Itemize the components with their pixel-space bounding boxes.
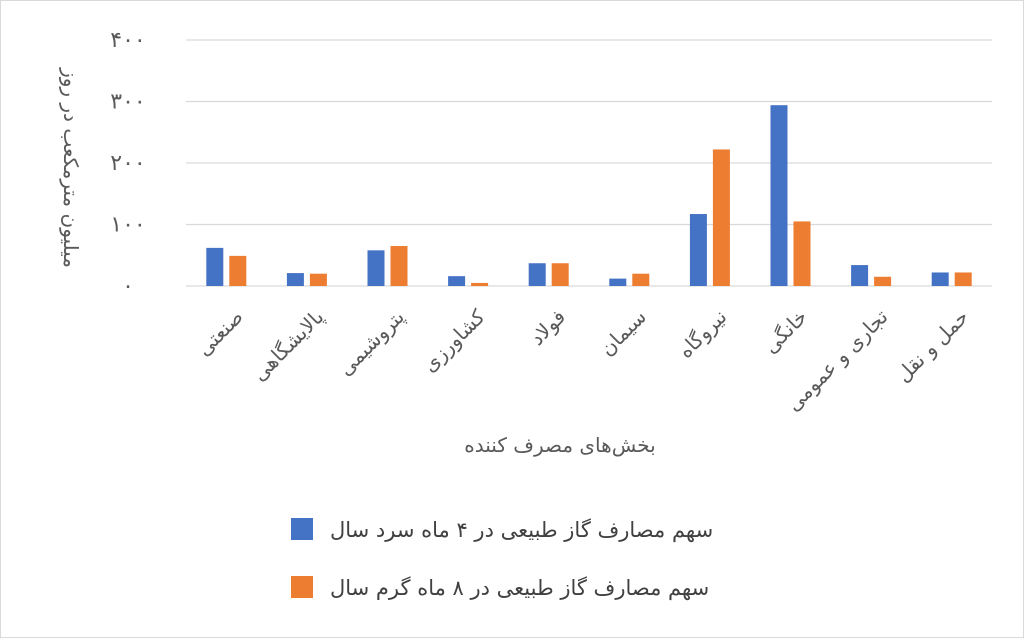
bar-warm-6	[712, 149, 730, 286]
bar-cold-0	[206, 247, 224, 286]
x-category-label: کشاورزی	[417, 304, 490, 377]
y-tick-label: ۱۰۰	[110, 213, 145, 238]
bar-warm-4	[551, 263, 569, 286]
x-category-label: خانگی	[758, 305, 812, 359]
gridlines	[186, 39, 992, 287]
bars	[206, 105, 972, 286]
y-tick-label: ۳۰۰	[110, 90, 145, 115]
x-category-label: صنعتی	[192, 305, 248, 361]
bar-warm-2	[390, 246, 408, 286]
x-category-label: سیمان	[595, 305, 651, 361]
bar-warm-8	[874, 276, 892, 286]
x-category-label: فولاد	[525, 305, 570, 350]
x-axis-categories: صنعتی پالایشگاهی پتروشیمی کشاورزی فولاد سیمان…	[192, 304, 974, 416]
bar-cold-6	[689, 214, 707, 286]
legend-label-0: سهم مصارف گاز طبیعی در ۴ ماه سرد سال	[330, 518, 713, 543]
bar-warm-0	[229, 255, 247, 286]
bar-cold-2	[367, 250, 385, 286]
legend-swatch-1	[291, 576, 313, 598]
x-category-label: نیروگاه	[673, 305, 731, 363]
y-tick-label: ۰	[122, 274, 134, 299]
bar-warm-5	[632, 273, 650, 286]
bar-warm-3	[471, 282, 489, 286]
x-category-label: پالایشگاهی	[247, 305, 329, 387]
bar-cold-5	[609, 278, 627, 286]
bar-warm-1	[309, 273, 327, 286]
bar-cold-1	[286, 273, 304, 286]
bar-warm-7	[793, 221, 811, 286]
bar-cold-8	[851, 265, 869, 286]
legend-label-1: سهم مصارف گاز طبیعی در ۸ ماه گرم سال	[330, 576, 709, 601]
legend: سهم مصارف گاز طبیعی در ۴ ماه سرد سال سهم …	[291, 518, 713, 601]
bar-cold-7	[770, 105, 788, 286]
y-tick-label: ۴۰۰	[110, 28, 145, 53]
bar-warm-9	[954, 272, 972, 286]
bar-cold-3	[448, 276, 466, 286]
y-axis-title: میلیون مترمکعب در روز	[59, 67, 83, 268]
bar-cold-9	[931, 272, 949, 286]
bar-cold-4	[528, 263, 546, 286]
x-category-label: پتروشیمی	[333, 305, 410, 382]
x-category-label: حمل و نقل	[891, 305, 973, 387]
x-axis-title: بخش‌های مصرف کننده	[464, 433, 655, 457]
y-tick-label: ۲۰۰	[110, 151, 145, 176]
legend-swatch-0	[291, 518, 313, 540]
y-axis-ticks: ۰ ۱۰۰ ۲۰۰ ۳۰۰ ۴۰۰	[110, 28, 145, 299]
